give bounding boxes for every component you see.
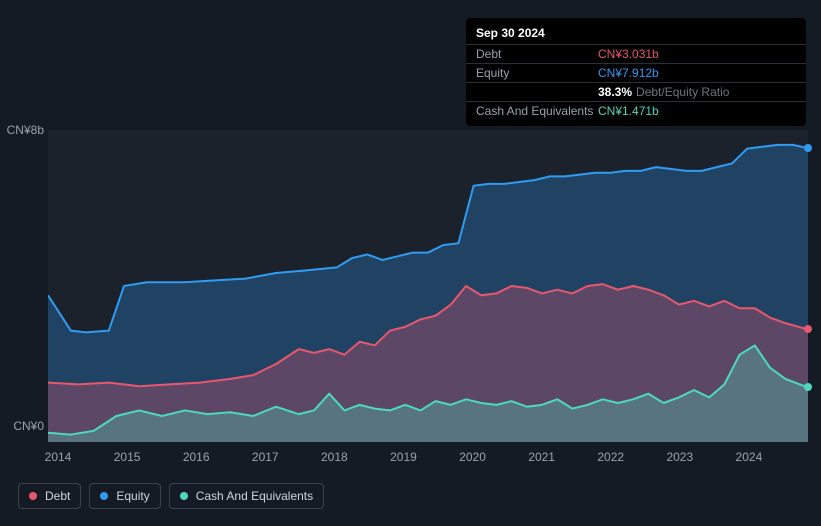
tooltip-row: EquityCN¥7.912b [466, 63, 806, 82]
tooltip-row-label [476, 85, 598, 99]
x-axis-label: 2014 [33, 450, 83, 464]
legend-item[interactable]: Cash And Equivalents [169, 483, 324, 509]
x-axis-label: 2015 [102, 450, 152, 464]
legend-dot-icon [29, 492, 37, 500]
y-axis-label: CN¥0 [0, 419, 44, 433]
chart-legend: Debt Equity Cash And Equivalents [18, 483, 324, 509]
tooltip-ratio-label: Debt/Equity Ratio [636, 85, 729, 99]
tooltip-ratio-value: 38.3% [598, 85, 632, 99]
legend-dot-icon [180, 492, 188, 500]
financial-area-chart [48, 130, 808, 442]
series-end-dot [804, 325, 812, 333]
x-axis-label: 2023 [655, 450, 705, 464]
legend-item[interactable]: Equity [89, 483, 160, 509]
x-axis-label: 2018 [309, 450, 359, 464]
tooltip-row: Cash And EquivalentsCN¥1.471b [466, 101, 806, 120]
x-axis-label: 2021 [517, 450, 567, 464]
legend-item[interactable]: Debt [18, 483, 81, 509]
tooltip-row: DebtCN¥3.031b [466, 44, 806, 63]
tooltip-row-value: CN¥1.471b [598, 104, 659, 118]
x-axis-label: 2017 [240, 450, 290, 464]
legend-label: Cash And Equivalents [196, 489, 313, 503]
tooltip-row-label: Cash And Equivalents [476, 104, 598, 118]
chart-tooltip: Sep 30 2024 DebtCN¥3.031bEquityCN¥7.912b… [466, 18, 806, 126]
x-axis-label: 2016 [171, 450, 221, 464]
series-end-dot [804, 144, 812, 152]
x-axis-label: 2020 [448, 450, 498, 464]
legend-label: Equity [116, 489, 149, 503]
tooltip-row: 38.3% Debt/Equity Ratio [466, 82, 806, 101]
tooltip-row-value: CN¥3.031b [598, 47, 659, 61]
x-axis-label: 2024 [724, 450, 774, 464]
legend-dot-icon [100, 492, 108, 500]
tooltip-date: Sep 30 2024 [466, 24, 806, 44]
series-end-dot [804, 383, 812, 391]
x-axis-label: 2022 [586, 450, 636, 464]
y-axis-label: CN¥8b [0, 123, 44, 137]
x-axis-label: 2019 [378, 450, 428, 464]
tooltip-row-value: CN¥7.912b [598, 66, 659, 80]
legend-label: Debt [45, 489, 70, 503]
tooltip-row-label: Equity [476, 66, 598, 80]
tooltip-row-label: Debt [476, 47, 598, 61]
